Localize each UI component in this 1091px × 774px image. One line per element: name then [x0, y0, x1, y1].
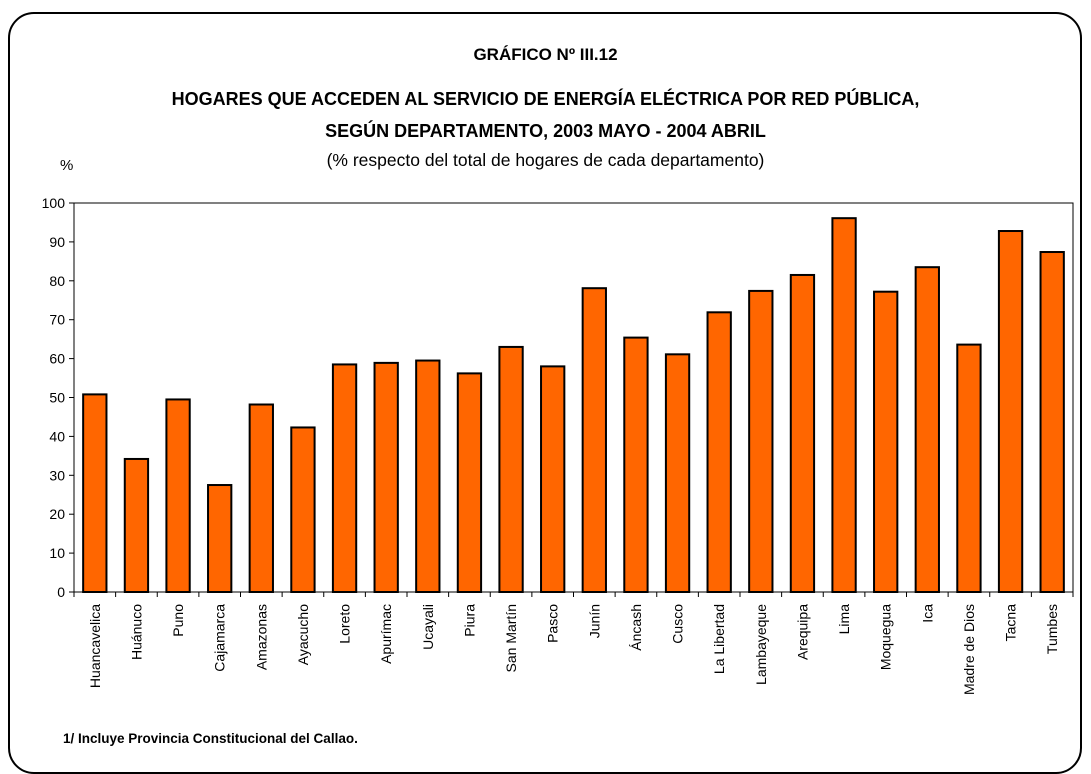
chart-title-line1: HOGARES QUE ACCEDEN AL SERVICIO DE ENERG…	[171, 89, 920, 109]
chart-number-title: GRÁFICO Nº III.12	[473, 45, 618, 64]
x-tick-label: San Martín	[503, 604, 519, 672]
y-tick-label: 0	[57, 584, 65, 600]
bar	[540, 365, 566, 593]
bar	[123, 457, 150, 593]
bar	[248, 403, 274, 594]
bar	[331, 363, 358, 593]
bar	[82, 393, 108, 593]
bar	[290, 426, 316, 593]
bar	[498, 345, 524, 593]
y-tick-label: 100	[42, 195, 66, 211]
x-tick-label: Lambayeque	[753, 604, 769, 685]
y-axis-unit-label: %	[60, 157, 74, 174]
x-tick-label: Loreto	[337, 604, 353, 644]
bar	[623, 336, 649, 593]
x-tick-label: Ucayali	[420, 604, 436, 650]
y-tick-label: 30	[49, 467, 65, 483]
y-tick-label: 20	[49, 506, 65, 522]
x-tick-label: Moquegua	[878, 604, 894, 670]
chart-title-line2: SEGÚN DEPARTAMENTO, 2003 MAYO - 2004 ABR…	[325, 121, 766, 141]
bar	[581, 287, 607, 593]
x-tick-label: Tumbes	[1044, 604, 1060, 654]
x-tick-label: Madre de Dios	[961, 604, 977, 695]
bar	[415, 359, 441, 594]
x-tick-label: Junín	[586, 604, 602, 638]
y-tick-label: 50	[49, 390, 65, 406]
x-tick-label: Pasco	[545, 604, 561, 643]
bar	[956, 343, 982, 594]
y-tick-label: 90	[49, 234, 65, 250]
bar	[664, 353, 691, 594]
y-tick-label: 60	[49, 351, 65, 367]
bar	[748, 289, 774, 593]
bar	[706, 311, 732, 593]
x-tick-label: Arequipa	[794, 604, 810, 660]
x-tick-label: Piura	[461, 604, 477, 637]
x-tick-label: Huancavelica	[87, 604, 103, 688]
bar	[165, 398, 191, 593]
x-tick-label: Cajamarca	[212, 604, 228, 672]
x-tick-label: Ica	[919, 604, 935, 623]
y-tick-label: 10	[49, 545, 65, 561]
x-tick-label: Tacna	[1003, 604, 1019, 642]
y-tick-label: 70	[49, 312, 65, 328]
chart-subtitle: (% respecto del total de hogares de cada…	[326, 150, 765, 170]
y-tick-label: 80	[49, 273, 65, 289]
bar	[831, 217, 857, 594]
bar	[873, 290, 899, 593]
x-tick-label: Lima	[836, 604, 852, 635]
footnote: 1/ Incluye Provincia Constitucional del …	[63, 731, 358, 746]
x-tick-label: Huánuco	[128, 604, 144, 660]
x-tick-label: Áncash	[628, 604, 644, 651]
bar	[373, 361, 399, 593]
x-tick-label: Ayacucho	[295, 604, 311, 665]
bar	[914, 266, 940, 593]
bar	[1039, 251, 1065, 593]
x-tick-label: Cusco	[670, 604, 686, 644]
y-tick-label: 40	[49, 428, 65, 444]
bar	[207, 484, 233, 593]
x-tick-label: Puno	[170, 604, 186, 637]
bar	[997, 230, 1024, 593]
x-tick-label: Apurímac	[378, 604, 394, 664]
bar	[456, 372, 483, 593]
x-tick-label: Amazonas	[253, 604, 269, 670]
bar	[789, 273, 816, 593]
x-tick-label: La Libertad	[711, 604, 727, 674]
